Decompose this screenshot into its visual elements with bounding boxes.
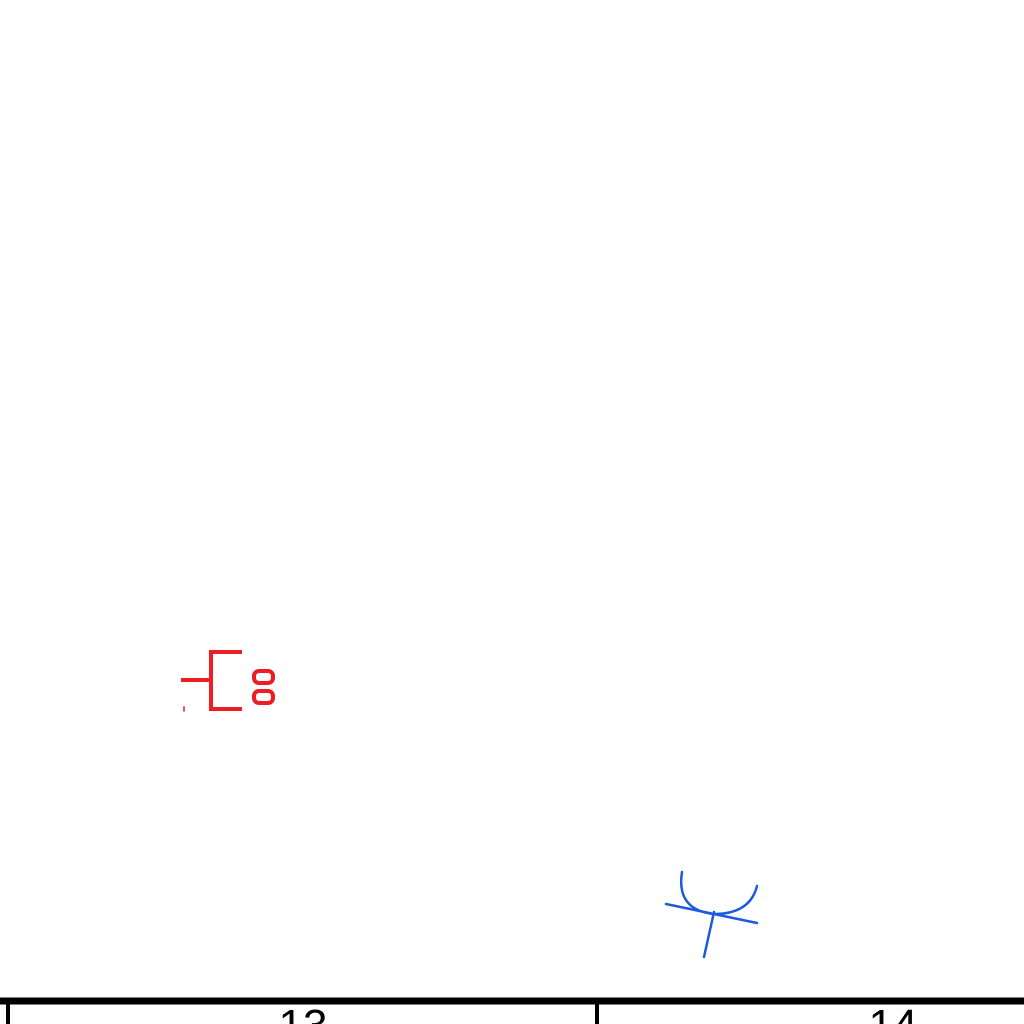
grid-label-right: 14 <box>869 1001 918 1024</box>
red-bracket <box>209 650 242 711</box>
blue-crossbar <box>664 902 759 925</box>
bottom-border: 13 14 <box>0 997 1024 1024</box>
red-pad-top <box>252 669 275 685</box>
red-connector-symbol <box>181 650 275 712</box>
blue-stem <box>702 910 716 959</box>
grid-label-left: 13 <box>279 1001 328 1024</box>
blue-antenna-symbol <box>664 870 759 959</box>
blue-arc <box>679 870 759 916</box>
red-pad-bottom <box>252 689 275 705</box>
